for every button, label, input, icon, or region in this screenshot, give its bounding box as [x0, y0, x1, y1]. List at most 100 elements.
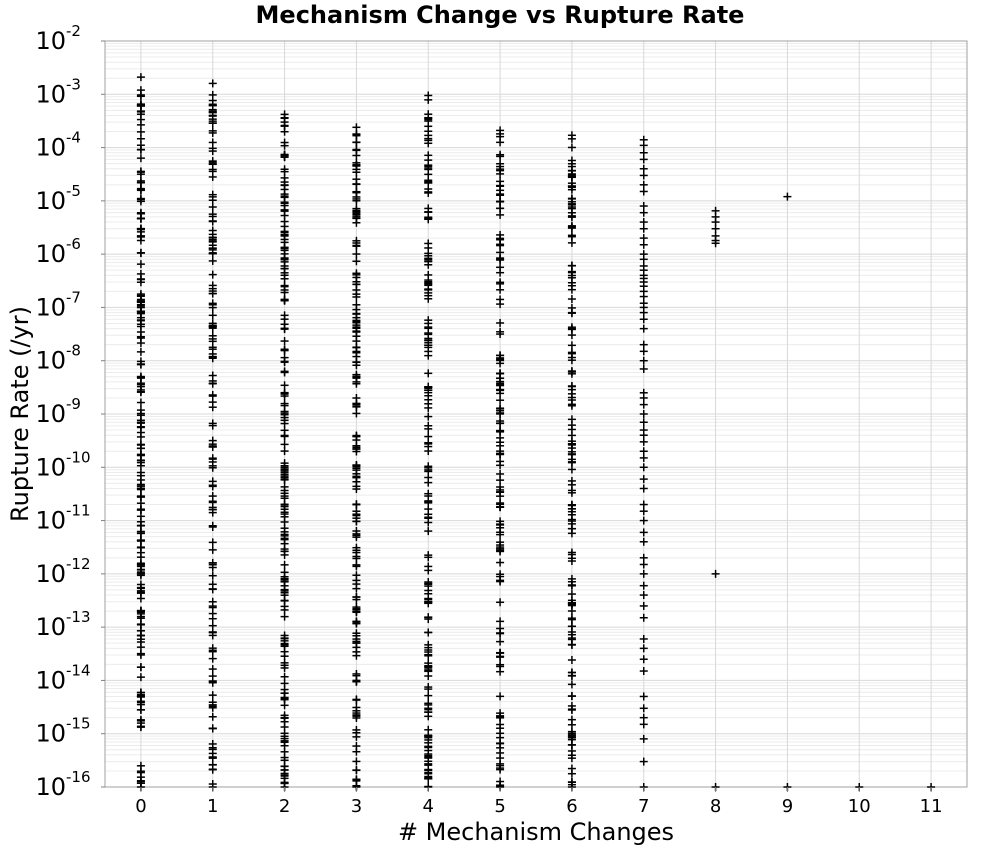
data-point: [208, 602, 217, 611]
data-point: [280, 612, 289, 621]
data-point: [136, 650, 145, 659]
data-point: [208, 419, 217, 428]
data-point: [280, 494, 289, 503]
data-point: [352, 168, 361, 177]
data-point: [136, 127, 145, 136]
data-point: [280, 173, 289, 182]
y-tick-base: 10: [35, 560, 66, 588]
data-point: [280, 432, 289, 441]
data-point: [280, 231, 289, 240]
data-point: [136, 214, 145, 223]
data-point: [424, 391, 433, 400]
data-point: [496, 528, 505, 537]
data-point: [352, 175, 361, 184]
data-point: [567, 166, 576, 175]
data-point: [280, 596, 289, 605]
data-point: [280, 337, 289, 346]
data-point: [639, 537, 648, 546]
data-point: [496, 617, 505, 626]
y-tick-label: 10 -10: [35, 448, 90, 481]
data-point: [567, 348, 576, 357]
data-point: [136, 120, 145, 129]
data-point: [496, 285, 505, 294]
data-point: [639, 667, 648, 676]
data-point: [639, 516, 648, 525]
data-point: [352, 510, 361, 519]
y-tick-exponent: -10: [66, 448, 91, 466]
data-point: [496, 355, 505, 364]
data-point: [567, 182, 576, 191]
y-tick-exponent: -6: [66, 235, 81, 253]
data-point: [567, 680, 576, 689]
data-point: [280, 547, 289, 556]
data-point: [496, 729, 505, 738]
y-tick-label: 10 -15: [35, 715, 90, 748]
data-point: [280, 127, 289, 136]
data-point: [496, 739, 505, 748]
data-point: [136, 607, 145, 616]
y-tick-base: 10: [35, 666, 66, 694]
data-point: [567, 295, 576, 304]
data-point: [639, 463, 648, 472]
data-point: [424, 598, 433, 607]
data-point: [208, 241, 217, 250]
y-tick-exponent: -11: [66, 502, 91, 520]
data-point: [496, 441, 505, 450]
data-point: [352, 358, 361, 367]
data-point: [280, 165, 289, 174]
data-point: [639, 410, 648, 418]
data-point: [208, 631, 217, 640]
data-point: [424, 178, 433, 187]
data-point: [567, 590, 576, 599]
data-point: [280, 388, 289, 397]
y-tick-exponent: -13: [66, 608, 91, 626]
data-point: [280, 588, 289, 597]
data-point: [136, 761, 145, 770]
data-point: [567, 273, 576, 282]
y-tick-exponent: -15: [66, 715, 91, 733]
x-tick-label: 10: [848, 796, 871, 817]
data-point: [424, 442, 433, 451]
data-point: [496, 230, 505, 239]
data-point: [280, 440, 289, 449]
data-point: [136, 360, 145, 369]
data-point: [567, 715, 576, 724]
data-point: [639, 704, 648, 713]
data-point: [352, 257, 361, 266]
x-axis-ticks: 0 1 2 3 4 5 6 7 8 9 10 11: [135, 787, 943, 817]
data-point: [424, 498, 433, 507]
y-tick-label: 10 -4: [35, 129, 81, 162]
data-point: [424, 281, 433, 290]
data-point: [424, 403, 433, 412]
y-tick-base: 10: [35, 453, 66, 481]
data-point: [280, 447, 289, 456]
data-point: [567, 232, 576, 241]
data-point: [567, 548, 576, 557]
y-tick-base: 10: [35, 507, 66, 535]
data-point: [280, 381, 289, 390]
data-point: [136, 141, 145, 150]
data-point: [208, 376, 217, 385]
data-point: [136, 298, 145, 307]
data-point: [280, 118, 289, 127]
x-tick-label: 7: [638, 796, 649, 817]
data-point: [496, 544, 505, 553]
data-point: [567, 261, 576, 270]
y-tick-base: 10: [35, 773, 66, 801]
data-point: [639, 437, 648, 446]
data-point: [496, 190, 505, 199]
data-point: [136, 553, 145, 562]
data-point: [496, 330, 505, 339]
data-point: [567, 691, 576, 700]
data-point: [208, 300, 217, 309]
data-point: [352, 593, 361, 602]
data-point: [280, 510, 289, 519]
data-point: [280, 530, 289, 539]
data-point: [352, 712, 361, 721]
data-point: [352, 269, 361, 278]
y-tick-label: 10 -2: [35, 22, 81, 55]
y-tick-base: 10: [35, 720, 66, 748]
data-point: [496, 558, 505, 567]
data-point: [208, 521, 217, 530]
data-point: [208, 321, 217, 330]
